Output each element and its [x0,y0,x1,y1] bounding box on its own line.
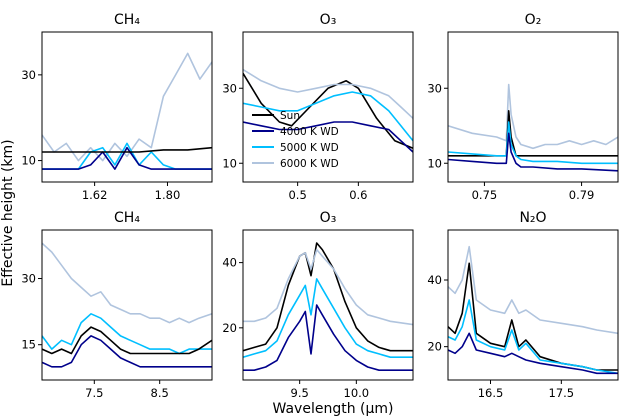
panel-title: O₃ [320,12,337,28]
axes-frame [41,31,213,183]
x-tick-label: 10.0 [344,386,370,400]
series-6000-k-wd [42,242,212,324]
series-4000-k-wd [448,132,618,172]
x-tick-label: 0.5 [288,188,306,202]
series-6000-k-wd [448,245,618,335]
axes-frame [41,229,213,381]
panel-6: N₂O 16.5 17.5 20 40 [427,210,619,400]
panel-title: CH₄ [114,210,140,226]
x-tick-label: 17.5 [549,386,575,400]
y-axis-label: Effective height (km) [0,139,16,286]
series-sun [42,326,212,355]
series-5000-k-wd [448,121,618,165]
x-tick-label: 1.80 [155,188,181,202]
series-5000-k-wd [42,312,212,355]
legend-label: 6000 K WD [280,158,339,170]
y-tick-label: 30 [222,81,237,95]
axes-frame [242,229,414,381]
panels: CH₄ 1.62 1.80 10 30 O₃ 0.5 0.6 10 30 O₂ 0.75 0.79 10 3… [21,12,619,400]
x-tick-label: 9.5 [291,386,309,400]
x-tick-label: 1.62 [82,188,108,202]
series-6000-k-wd [243,68,413,119]
series-6000-k-wd [448,83,618,150]
x-tick-label: 0.6 [349,188,367,202]
series-5000-k-wd [243,278,413,359]
series-4000-k-wd [243,121,413,153]
legend-label: 4000 K WD [280,126,339,138]
panel-title: O₂ [525,12,542,28]
series-5000-k-wd [448,299,618,375]
x-tick-label: 16.5 [478,386,504,400]
y-tick-label: 30 [21,272,36,286]
series-4000-k-wd [42,335,212,368]
legend-label: Sun [280,110,300,122]
y-tick-label: 10 [427,156,442,170]
series-4000-k-wd [243,304,413,372]
series-sun [42,146,212,153]
axes-frame [447,229,619,381]
y-tick-label: 40 [427,273,442,287]
x-tick-label: 0.75 [472,188,498,202]
series-5000-k-wd [243,91,413,142]
panel-5: O₃ 9.5 10.0 20 40 [222,210,414,400]
x-tick-label: 0.79 [569,188,595,202]
y-tick-label: 20 [222,321,237,335]
panel-2: O₃ 0.5 0.6 10 30 [222,12,414,202]
y-tick-label: 15 [21,338,36,352]
axes-frame [447,31,619,183]
y-tick-label: 20 [427,340,442,354]
series-4000-k-wd [448,332,618,375]
axes-frame [242,31,414,183]
series-6000-k-wd [42,52,212,162]
y-tick-label: 10 [222,156,237,170]
y-tick-label: 30 [427,81,442,95]
x-tick-label: 7.5 [85,386,103,400]
series-6000-k-wd [243,248,413,326]
panel-3: O₂ 0.75 0.79 10 30 [427,12,619,202]
legend: Sun 4000 K WD 5000 K WD 6000 K WD [252,110,339,170]
legend-label: 5000 K WD [280,142,339,154]
panel-4: CH₄ 7.5 8.5 15 30 [21,210,213,400]
series-4000-k-wd [42,146,212,170]
x-axis-label: Wavelength (μm) [273,401,394,417]
panel-1: CH₄ 1.62 1.80 10 30 [21,12,213,202]
panel-title: N₂O [519,210,546,226]
x-tick-label: 8.5 [151,386,169,400]
panel-title: CH₄ [114,12,140,28]
series-sun [243,242,413,352]
y-tick-label: 40 [222,256,237,270]
panel-title: O₃ [320,210,337,226]
y-tick-label: 30 [21,68,36,82]
y-tick-label: 10 [21,154,36,168]
